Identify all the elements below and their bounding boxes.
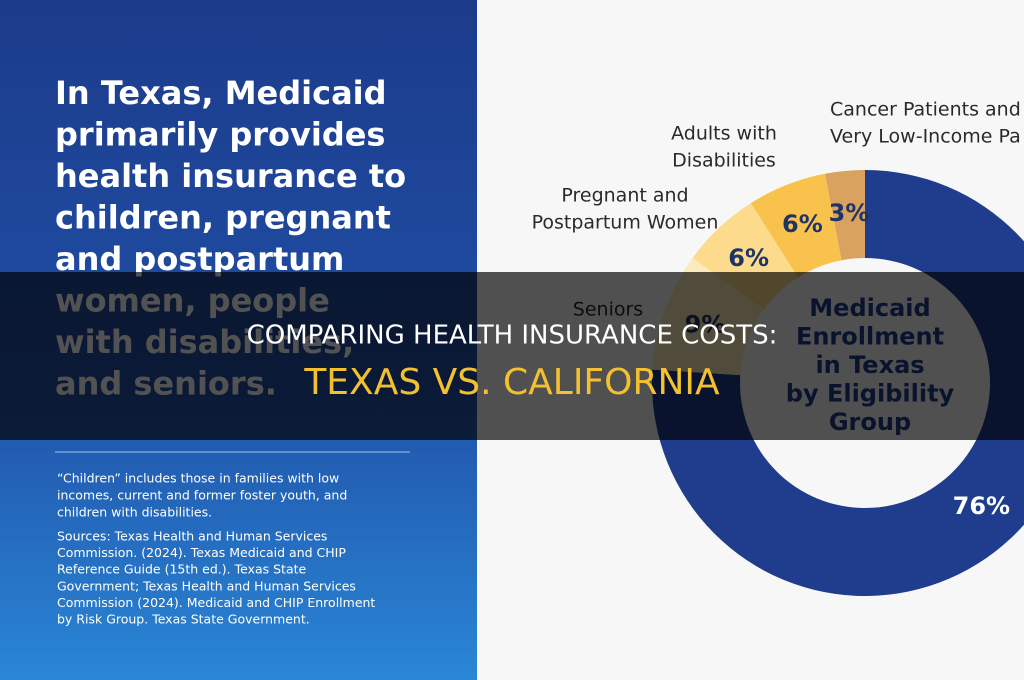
- note-line: children with disabilities.: [57, 505, 212, 520]
- value-label: 3%: [829, 199, 870, 227]
- banner-subtitle: TEXAS VS. CALIFORNIA: [303, 362, 720, 403]
- value-label: 6%: [782, 210, 823, 238]
- heading-line: health insurance to: [55, 157, 406, 195]
- heading-line: In Texas, Medicaid: [55, 74, 387, 112]
- category-label: Very Low-Income Pa: [830, 126, 1021, 148]
- source-line: Government; Texas Health and Human Servi…: [57, 578, 356, 593]
- value-label: 76%: [953, 492, 1010, 520]
- note-line: “Children” includes those in families wi…: [57, 471, 339, 486]
- donut-segment: [750, 173, 842, 278]
- donut-segment: [825, 170, 865, 261]
- category-label: Cancer Patients and: [830, 99, 1021, 121]
- banner-title: COMPARING HEALTH INSURANCE COSTS:: [247, 321, 778, 351]
- note-line: incomes, current and former foster youth…: [57, 488, 347, 503]
- heading-line: children, pregnant: [55, 199, 391, 237]
- source-line: Commission. (2024). Texas Medicaid and C…: [57, 545, 346, 560]
- source-line: Reference Guide (15th ed.). Texas State: [57, 562, 307, 577]
- source-line: Commission (2024). Medicaid and CHIP Enr…: [57, 595, 375, 610]
- category-label: Pregnant and: [561, 185, 688, 207]
- category-label: Adults with: [671, 123, 777, 145]
- heading-line: and postpartum: [55, 240, 344, 278]
- heading-line: primarily provides: [55, 116, 385, 154]
- banner: [0, 272, 1024, 440]
- category-label: Postpartum Women: [532, 212, 719, 234]
- value-label: 6%: [728, 244, 769, 272]
- category-label: Disabilities: [672, 150, 776, 172]
- source-line: Sources: Texas Health and Human Services: [57, 529, 327, 544]
- source-line: by Risk Group. Texas State Government.: [57, 612, 310, 627]
